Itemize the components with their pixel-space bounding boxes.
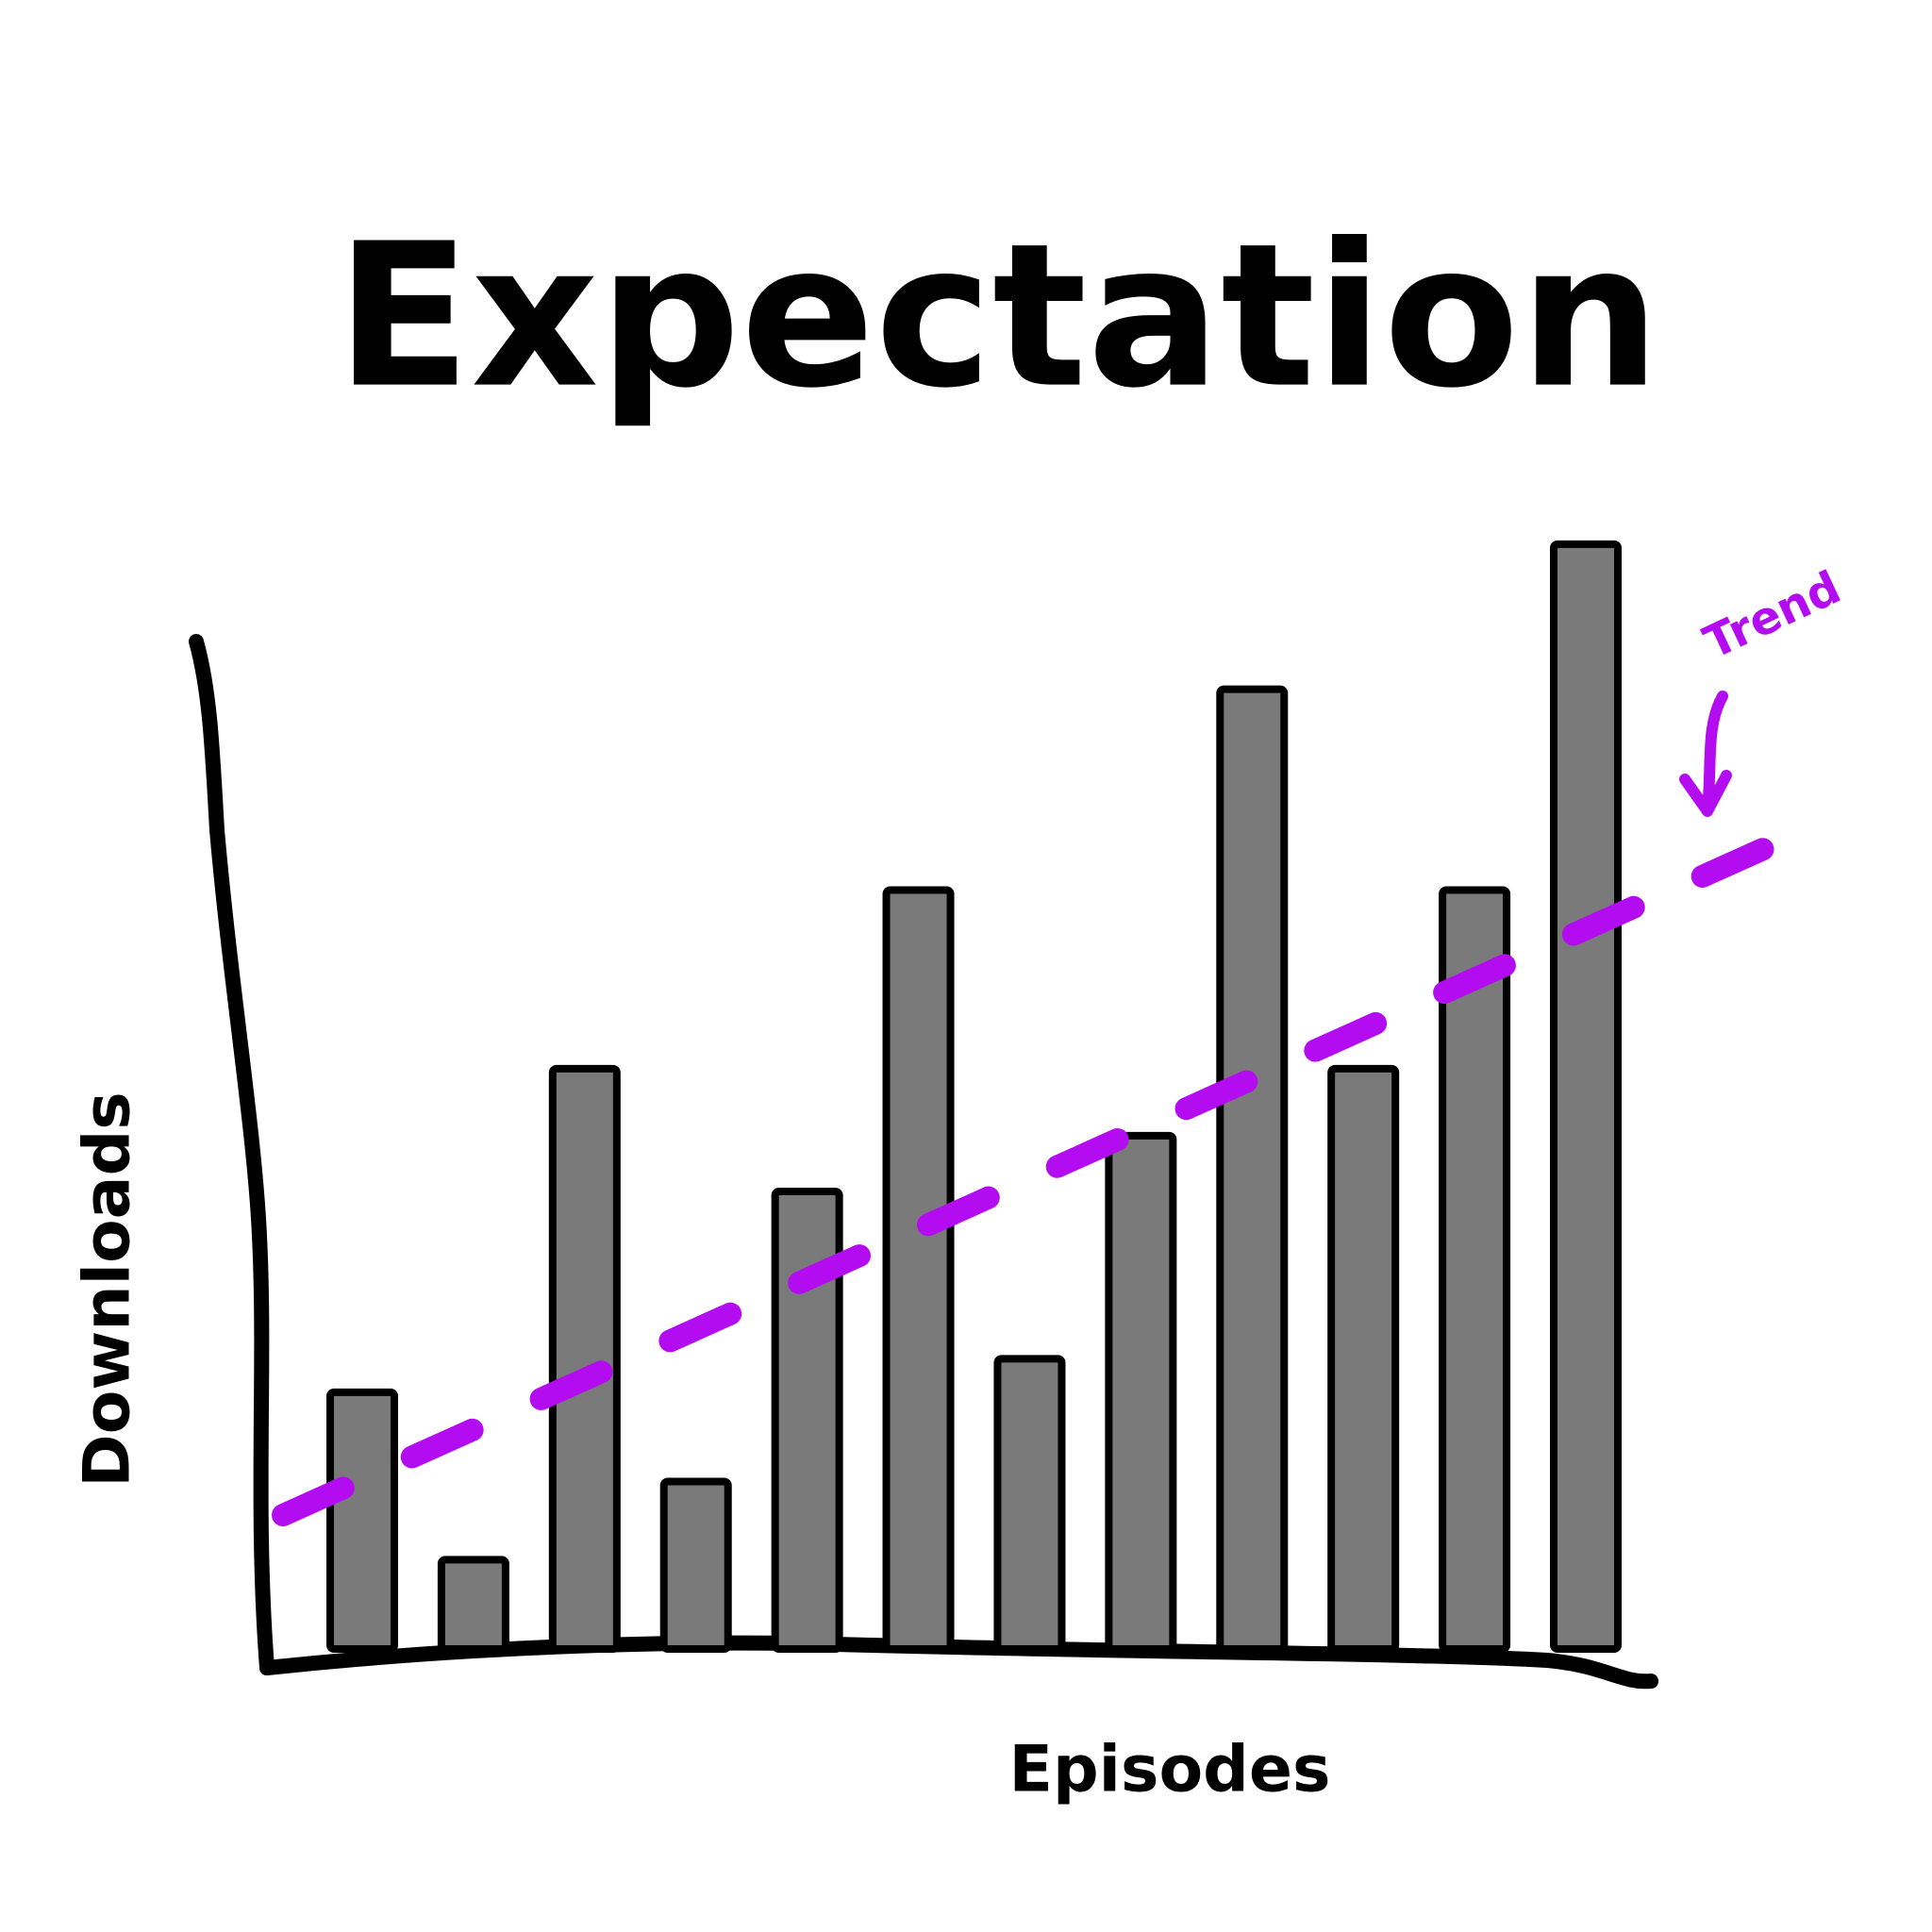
trend-arrow — [1679, 691, 1732, 817]
bar — [771, 1187, 843, 1653]
x-axis-label: Episodes — [1009, 1733, 1331, 1807]
bar — [548, 1064, 621, 1653]
bar — [882, 886, 955, 1653]
bar — [326, 1388, 398, 1654]
bar — [1439, 886, 1511, 1653]
chart-title: Expectation — [336, 201, 1660, 432]
bar — [993, 1355, 1066, 1654]
bar — [1105, 1131, 1177, 1653]
bar — [437, 1556, 509, 1653]
y-axis-label: Downloads — [71, 1091, 145, 1487]
y-axis — [189, 634, 275, 1675]
trend-line — [272, 811, 1832, 1527]
bar — [659, 1477, 732, 1654]
bar — [1216, 685, 1289, 1653]
bar — [1327, 1064, 1400, 1653]
bar — [1550, 540, 1622, 1654]
